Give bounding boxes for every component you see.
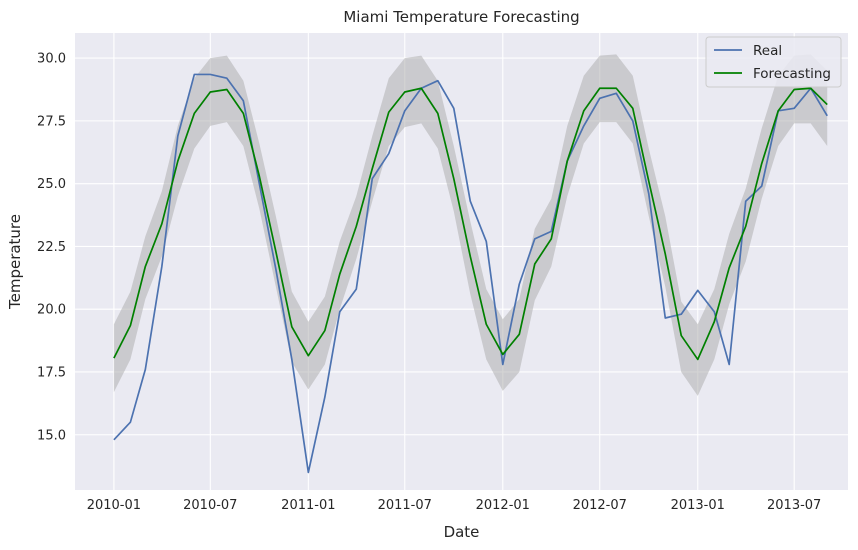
x-axis-label: Date [444,523,480,541]
legend-entry: Real [753,43,782,59]
y-tick-label: 15.0 [37,428,66,443]
x-tick-label: 2011-07 [378,498,432,513]
x-tick-label: 2011-01 [281,498,335,513]
y-tick-label: 17.5 [37,365,66,380]
chart-title: Miami Temperature Forecasting [343,8,579,26]
y-axis-label: Temperature [6,214,24,310]
x-tick-label: 2013-01 [671,498,725,513]
y-tick-label: 27.5 [37,114,66,129]
confidence-band [113,54,828,396]
y-ticks: 15.0 17.5 20.0 22.5 25.0 27.5 30.0 [37,52,66,444]
x-tick-label: 2013-07 [767,498,821,513]
x-tick-label: 2010-01 [87,498,141,513]
x-tick-label: 2012-01 [476,498,530,513]
y-tick-label: 30.0 [37,52,66,67]
legend-entry: Forecasting [753,66,831,82]
series-layer [113,73,828,474]
confidence-band-layer [113,54,828,396]
y-tick-label: 25.0 [37,177,66,192]
legend: Real Forecasting [705,36,842,88]
y-tick-label: 22.5 [37,240,66,255]
x-ticks: 2010-01 2010-07 2011-01 2011-07 2012-01 2012-… [87,498,822,513]
y-tick-label: 20.0 [37,303,66,318]
series-line-real [113,73,828,474]
x-tick-label: 2010-07 [183,498,237,513]
x-tick-label: 2012-07 [573,498,627,513]
series-line-forecasting [113,87,828,361]
